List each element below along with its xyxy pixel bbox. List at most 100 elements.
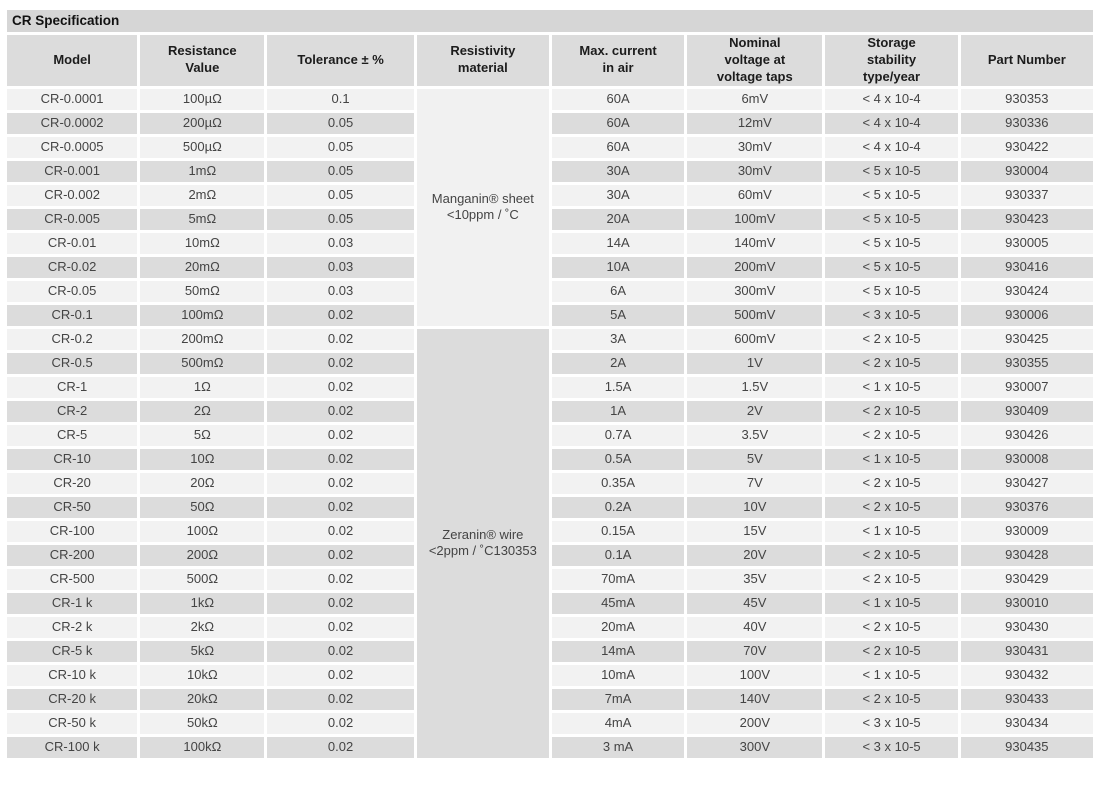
cell-resistance: 50kΩ — [140, 712, 265, 734]
cell-resistance: 20kΩ — [140, 688, 265, 710]
cell-nominal-voltage: 40V — [687, 616, 823, 638]
cell-tolerance: 0.05 — [267, 160, 414, 182]
cell-model: CR-20 k — [7, 688, 138, 710]
table-row: CR-50 50Ω 0.02 0.2A 10V < 2 x 10-5 930376 — [7, 496, 1093, 518]
cell-nominal-voltage: 35V — [687, 568, 823, 590]
table-row: CR-20 k 20kΩ 0.02 7mA 140V < 2 x 10-5 930433 — [7, 688, 1093, 710]
cell-part-number: 930422 — [960, 136, 1093, 158]
table-row: CR-2 2Ω 0.02 1A 2V < 2 x 10-5 930409 — [7, 400, 1093, 422]
cell-resistance: 20mΩ — [140, 256, 265, 278]
cell-max-current: 7mA — [551, 688, 685, 710]
cell-resistance: 50Ω — [140, 496, 265, 518]
cell-max-current: 60A — [551, 88, 685, 110]
table-row: CR-0.5 500mΩ 0.02 2A 1V < 2 x 10-5 930355 — [7, 352, 1093, 374]
cell-max-current: 30A — [551, 160, 685, 182]
cr-specification-table: Model Resistance Value Tolerance ± % Resisti… — [4, 32, 1096, 761]
table-row: CR-500 500Ω 0.02 70mA 35V < 2 x 10-5 930429 — [7, 568, 1093, 590]
cell-storage-stability: < 5 x 10-5 — [825, 280, 958, 302]
cell-part-number: 930435 — [960, 736, 1093, 758]
cell-max-current: 70mA — [551, 568, 685, 590]
cell-max-current: 30A — [551, 184, 685, 206]
cell-model: CR-0.5 — [7, 352, 138, 374]
cell-tolerance: 0.02 — [267, 568, 414, 590]
cell-nominal-voltage: 140mV — [687, 232, 823, 254]
cell-storage-stability: < 1 x 10-5 — [825, 520, 958, 542]
cell-tolerance: 0.03 — [267, 232, 414, 254]
cell-model: CR-10 — [7, 448, 138, 470]
cell-part-number: 930434 — [960, 712, 1093, 734]
cell-nominal-voltage: 1.5V — [687, 376, 823, 398]
cell-tolerance: 0.1 — [267, 88, 414, 110]
cell-resistance: 1kΩ — [140, 592, 265, 614]
cell-model: CR-0.1 — [7, 304, 138, 326]
cell-nominal-voltage: 500mV — [687, 304, 823, 326]
table-row: CR-200 200Ω 0.02 0.1A 20V < 2 x 10-5 930428 — [7, 544, 1093, 566]
cell-resistance: 100Ω — [140, 520, 265, 542]
cell-storage-stability: < 4 x 10-4 — [825, 88, 958, 110]
cell-resistance: 100kΩ — [140, 736, 265, 758]
cell-max-current: 10mA — [551, 664, 685, 686]
table-row: CR-5 k 5kΩ 0.02 14mA 70V < 2 x 10-5 930431 — [7, 640, 1093, 662]
cell-model: CR-0.0002 — [7, 112, 138, 134]
cell-tolerance: 0.02 — [267, 664, 414, 686]
table-row: CR-50 k 50kΩ 0.02 4mA 200V < 3 x 10-5 930434 — [7, 712, 1093, 734]
table-row: CR-5 5Ω 0.02 0.7A 3.5V < 2 x 10-5 930426 — [7, 424, 1093, 446]
table-row: CR-0.05 50mΩ 0.03 6A 300mV < 5 x 10-5 930424 — [7, 280, 1093, 302]
cell-tolerance: 0.03 — [267, 256, 414, 278]
cell-resistance: 200mΩ — [140, 328, 265, 350]
cell-model: CR-0.001 — [7, 160, 138, 182]
cell-model: CR-200 — [7, 544, 138, 566]
table-row: CR-100 k 100kΩ 0.02 3 mA 300V < 3 x 10-5 93043… — [7, 736, 1093, 758]
col-header-storage-stability: Storage stability type/year — [825, 35, 958, 86]
cell-model: CR-0.0001 — [7, 88, 138, 110]
col-header-model: Model — [7, 35, 138, 86]
cell-resistance: 200µΩ — [140, 112, 265, 134]
cell-model: CR-5 — [7, 424, 138, 446]
cell-max-current: 60A — [551, 112, 685, 134]
cell-tolerance: 0.02 — [267, 424, 414, 446]
cell-storage-stability: < 2 x 10-5 — [825, 688, 958, 710]
cell-resistance: 100mΩ — [140, 304, 265, 326]
cell-model: CR-2 k — [7, 616, 138, 638]
cell-nominal-voltage: 300V — [687, 736, 823, 758]
cell-tolerance: 0.02 — [267, 496, 414, 518]
cell-nominal-voltage: 7V — [687, 472, 823, 494]
cell-tolerance: 0.05 — [267, 184, 414, 206]
col-header-max-current: Max. current in air — [551, 35, 685, 86]
cell-model: CR-1 — [7, 376, 138, 398]
cell-storage-stability: < 2 x 10-5 — [825, 352, 958, 374]
cell-storage-stability: < 2 x 10-5 — [825, 568, 958, 590]
cell-part-number: 930008 — [960, 448, 1093, 470]
cell-tolerance: 0.02 — [267, 712, 414, 734]
cell-resistance: 500mΩ — [140, 352, 265, 374]
cell-tolerance: 0.05 — [267, 208, 414, 230]
cell-tolerance: 0.02 — [267, 640, 414, 662]
cell-part-number: 930426 — [960, 424, 1093, 446]
cell-part-number: 930424 — [960, 280, 1093, 302]
col-header-tolerance: Tolerance ± % — [267, 35, 414, 86]
material-cell-manganin: Manganin® sheet <10ppm / ˚C — [416, 88, 549, 326]
table-row: CR-1 k 1kΩ 0.02 45mA 45V < 1 x 10-5 930010 — [7, 592, 1093, 614]
table-row: CR-10 10Ω 0.02 0.5A 5V < 1 x 10-5 930008 — [7, 448, 1093, 470]
cell-nominal-voltage: 60mV — [687, 184, 823, 206]
cell-tolerance: 0.02 — [267, 352, 414, 374]
cell-storage-stability: < 3 x 10-5 — [825, 736, 958, 758]
cell-tolerance: 0.02 — [267, 328, 414, 350]
cell-part-number: 930433 — [960, 688, 1093, 710]
cell-model: CR-0.0005 — [7, 136, 138, 158]
cell-max-current: 60A — [551, 136, 685, 158]
cell-part-number: 930006 — [960, 304, 1093, 326]
cell-max-current: 3A — [551, 328, 685, 350]
cell-max-current: 0.35A — [551, 472, 685, 494]
cell-part-number: 930376 — [960, 496, 1093, 518]
cell-nominal-voltage: 12mV — [687, 112, 823, 134]
cell-max-current: 0.5A — [551, 448, 685, 470]
table-row: CR-20 20Ω 0.02 0.35A 7V < 2 x 10-5 930427 — [7, 472, 1093, 494]
cell-resistance: 200Ω — [140, 544, 265, 566]
cell-part-number: 930430 — [960, 616, 1093, 638]
cell-part-number: 930353 — [960, 88, 1093, 110]
cell-part-number: 930336 — [960, 112, 1093, 134]
cell-tolerance: 0.03 — [267, 280, 414, 302]
cell-model: CR-1 k — [7, 592, 138, 614]
